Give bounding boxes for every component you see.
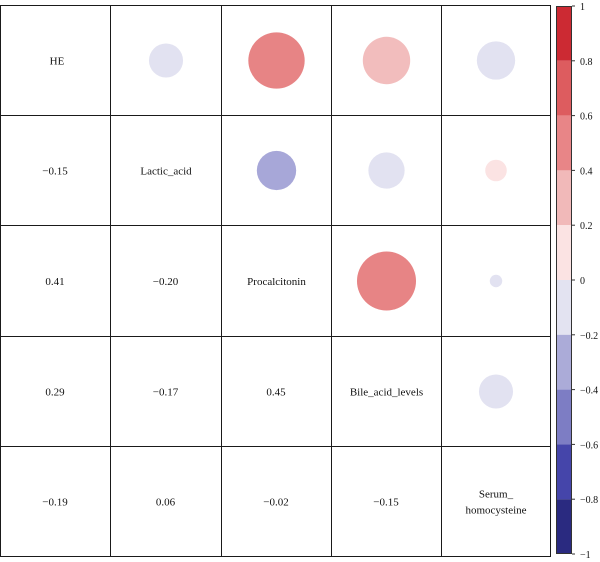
correlation-circle: [489, 274, 503, 288]
correlation-circles: [148, 32, 516, 409]
colorbar-tick-label: 0.8: [580, 57, 593, 68]
colorbar-tick-label: 0.6: [580, 112, 593, 123]
colorbar-tick-label: −0.8: [580, 495, 598, 506]
correlation-circle: [476, 41, 516, 80]
correlation-circle: [148, 43, 184, 78]
matrix-cell: [0, 115, 111, 226]
matrix-cell: [0, 5, 111, 116]
correlation-value: 0.29: [45, 387, 65, 399]
correlation-value: 0.41: [45, 276, 64, 288]
matrix-cell: [221, 225, 332, 337]
variable-label: homocysteine: [465, 505, 526, 517]
colorbar-bin: [556, 444, 572, 500]
colorbar-bin: [556, 6, 572, 61]
matrix-cell: [110, 336, 222, 447]
colorbar-bin: [556, 280, 572, 335]
colorbar-tick-label: −0.6: [580, 440, 598, 451]
colorbar-bin: [556, 60, 572, 116]
correlation-value: −0.17: [153, 387, 179, 399]
correlation-value: 0.45: [266, 387, 286, 399]
matrix-cell: [331, 225, 442, 337]
correlation-circle: [485, 159, 507, 182]
colorbar-bin: [556, 334, 572, 390]
colorbar-tick-label: −0.4: [580, 386, 598, 397]
correlation-circle: [248, 32, 305, 89]
correlation-circle: [362, 36, 411, 85]
colorbar-tick-label: 1: [580, 2, 585, 13]
matrix-cell: [441, 446, 551, 557]
correlation-value: −0.20: [153, 276, 179, 288]
variable-label: Lactic_acid: [140, 166, 192, 178]
colorbar: 1 0.8 0.6 0.4 0.2 0 −0.2 −0.4 −0.6 −0.8 −1: [556, 2, 598, 561]
colorbar-bin: [556, 225, 572, 280]
matrix-cell: [110, 225, 222, 337]
variable-label: Serum_: [479, 489, 514, 501]
colorbar-tick-label: 0.4: [580, 166, 593, 177]
correlation-value: 0.06: [156, 497, 176, 509]
correlation-circle: [478, 374, 514, 409]
colorbar-bin: [556, 389, 572, 445]
correlation-value: −0.02: [263, 497, 288, 509]
colorbar-tick-label: −0.2: [580, 331, 598, 342]
matrix-cell: [221, 446, 332, 557]
matrix-cell: [110, 446, 222, 557]
matrix-labels: HE Lactic_acid Procalcitonin Bile_acid_leve…: [42, 56, 526, 517]
colorbar-tick-label: 0: [580, 276, 585, 287]
colorbar-bin: [556, 115, 572, 171]
matrix-cell: [0, 446, 111, 557]
matrix-cell: [331, 336, 442, 447]
colorbar-bin: [556, 170, 572, 226]
correlation-circle: [256, 150, 297, 191]
correlation-circle: [368, 152, 405, 189]
correlation-value: −0.15: [42, 166, 68, 178]
colorbar-frame: [556, 6, 572, 554]
colorbar-tick-label: 0.2: [580, 221, 593, 232]
colorbar-bin: [556, 499, 572, 554]
correlation-value: −0.15: [373, 497, 399, 509]
variable-label: Procalcitonin: [247, 276, 306, 288]
correlation-circle: [356, 251, 417, 311]
matrix-cell: [0, 336, 111, 447]
variable-label: Bile_acid_levels: [350, 387, 423, 399]
variable-label: HE: [50, 56, 65, 68]
matrix-cell: [221, 336, 332, 447]
correlation-value: −0.19: [42, 497, 68, 509]
matrix-cells: [0, 5, 551, 557]
colorbar-tick-label: −1: [580, 550, 591, 561]
